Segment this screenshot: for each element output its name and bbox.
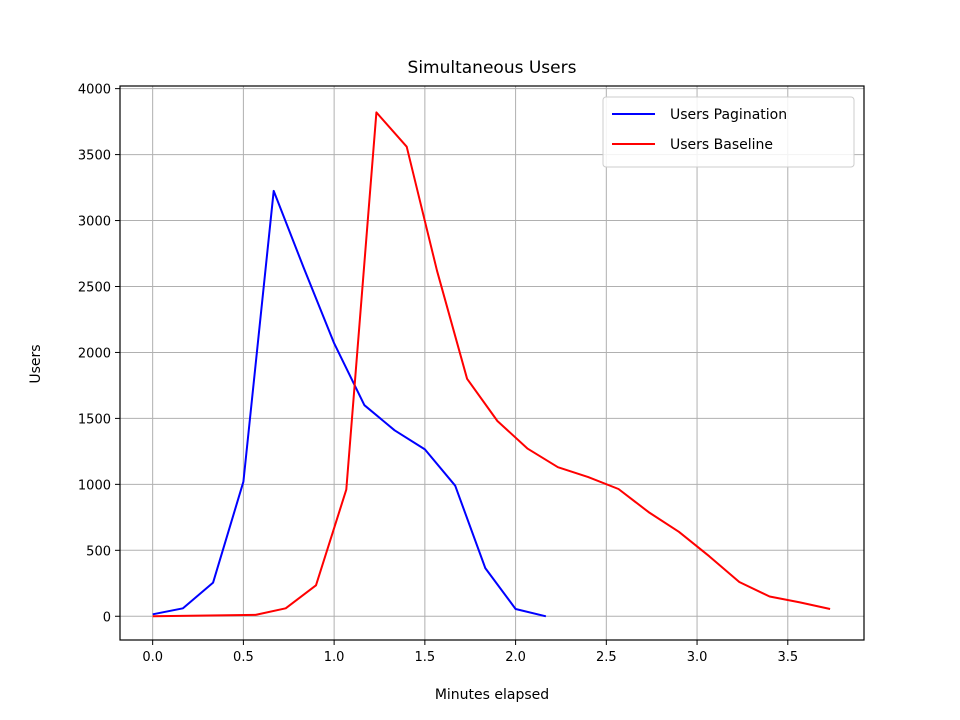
- y-tick-label: 0: [103, 610, 111, 625]
- plot-frame: [119, 85, 865, 641]
- series-line-users-pagination: [152, 189, 547, 618]
- x-tick-label: 1.5: [415, 650, 436, 665]
- x-tick-label: 0.5: [233, 650, 254, 665]
- y-tick-label: 500: [86, 544, 111, 559]
- y-tick-label: 2000: [78, 346, 111, 361]
- grid: [120, 86, 864, 640]
- x-tick-label: 0.0: [142, 650, 163, 665]
- series-lines: [152, 111, 831, 618]
- y-tick-label: 3000: [78, 215, 111, 230]
- axis-ticks: 0.0 0.5 1.0 1.5 2.0 2.5 3.0 3.5 0 500 1000 1500 2000…: [78, 83, 798, 665]
- y-tick-label: 3500: [78, 149, 111, 164]
- chart-title: Simultaneous Users: [408, 58, 577, 78]
- y-axis-label: Users: [28, 344, 44, 383]
- legend-label: Users Pagination: [670, 107, 787, 123]
- y-tick-label: 2500: [78, 280, 111, 295]
- x-axis-label: Minutes elapsed: [435, 687, 549, 703]
- y-tick-label: 1500: [78, 412, 111, 427]
- series-line-users-baseline: [152, 111, 831, 618]
- legend-label: Users Baseline: [670, 137, 773, 153]
- y-tick-label: 4000: [78, 83, 111, 98]
- x-tick-label: 3.0: [687, 650, 708, 665]
- legend-box: [602, 96, 855, 168]
- x-tick-label: 1.0: [324, 650, 345, 665]
- y-tick-label: 1000: [78, 478, 111, 493]
- x-tick-label: 2.0: [505, 650, 526, 665]
- legend: Users Pagination Users Baseline: [602, 96, 855, 168]
- x-tick-label: 2.5: [596, 650, 617, 665]
- x-tick-label: 3.5: [777, 650, 798, 665]
